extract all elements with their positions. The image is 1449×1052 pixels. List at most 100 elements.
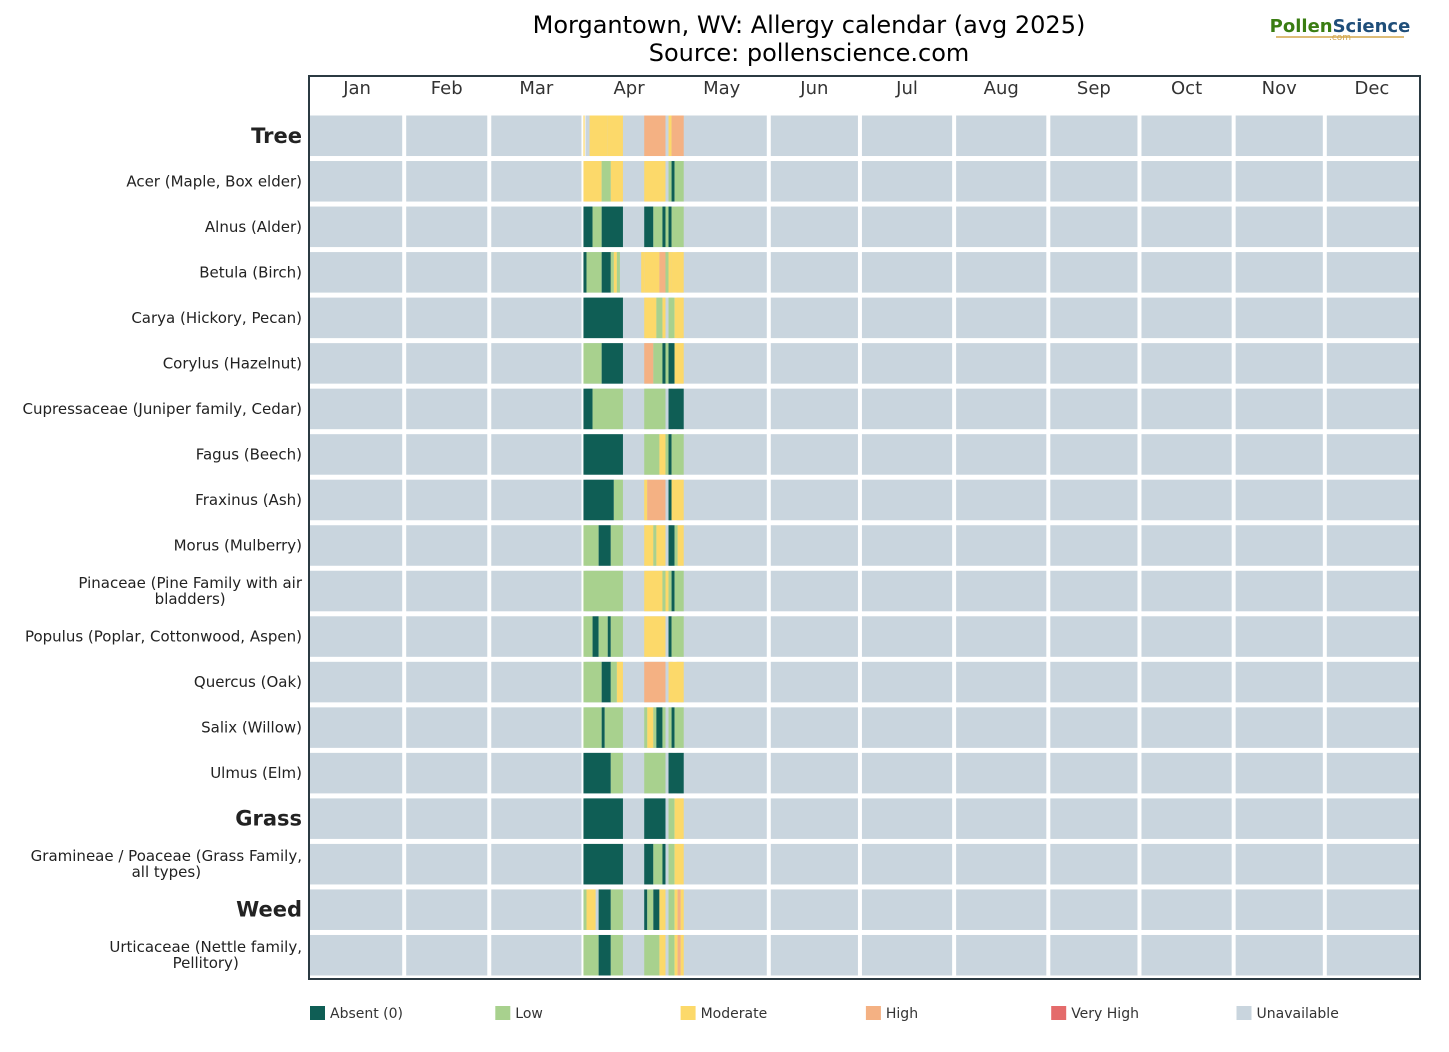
cell-tree-mar [491, 115, 582, 157]
cell-gramineae-poaceae-grass-family-all-types-feb [406, 843, 488, 885]
segment-fagus-beech-2 [659, 434, 666, 475]
row-label-cupressaceae-juniper-family-cedar: Cupressaceae (Juniper family, Cedar) [23, 400, 302, 418]
segment-gramineae-poaceae-grass-family-all-types-4 [668, 843, 675, 885]
segment-betula-birch-0 [583, 252, 587, 293]
cell-urticaceae-nettle-family-pellitory-nov [1235, 934, 1323, 976]
cell-fraxinus-ash-mar [491, 479, 582, 521]
segment-gramineae-poaceae-grass-family-all-types-2 [653, 843, 663, 885]
segment-betula-birch-3 [610, 252, 614, 293]
cell-tree-jan [310, 115, 403, 157]
segment-urticaceae-nettle-family-pellitory-9 [680, 934, 684, 976]
cell-acer-maple-box-elder-sep [1050, 161, 1138, 202]
cell-cupressaceae-juniper-family-cedar-feb [406, 388, 488, 430]
cell-populus-poplar-cottonwood-aspen-jul [861, 616, 953, 657]
cell-urticaceae-nettle-family-pellitory-oct [1141, 934, 1232, 976]
segment-salix-willow-3 [644, 707, 648, 748]
cell-carya-hickory-pecan-jun [770, 297, 858, 339]
row-label-ulmus-elm: Ulmus (Elm) [210, 764, 302, 782]
segment-grass-3 [674, 798, 684, 839]
cell-cupressaceae-juniper-family-cedar-dec [1326, 388, 1419, 430]
segment-betula-birch-1 [586, 252, 602, 293]
segment-quercus-oak-0 [583, 661, 602, 703]
segment-tree-4 [668, 115, 672, 157]
segment-cupressaceae-juniper-family-cedar-3 [668, 388, 684, 430]
cell-tree-may [676, 115, 767, 157]
segment-populus-poplar-cottonwood-aspen-7 [671, 616, 684, 657]
cell-ulmus-elm-oct [1141, 752, 1232, 794]
cell-morus-mulberry-jan [310, 525, 403, 566]
segment-fagus-beech-5 [671, 434, 684, 475]
segment-ulmus-elm-3 [668, 752, 684, 794]
cell-quercus-oak-feb [406, 661, 488, 703]
segment-corylus-hazelnut-6 [665, 343, 669, 384]
legend-swatch [495, 1006, 511, 1020]
cell-fraxinus-ash-oct [1141, 479, 1232, 521]
segment-tree-3 [644, 115, 666, 157]
segment-corylus-hazelnut-2 [601, 343, 623, 384]
cell-tree-feb [406, 115, 488, 157]
segment-gramineae-poaceae-grass-family-all-types-3 [662, 843, 666, 885]
group-label-tree: Tree [251, 124, 302, 148]
cell-fagus-beech-jan [310, 434, 403, 475]
month-label-nov: Nov [1262, 78, 1297, 99]
segment-urticaceae-nettle-family-pellitory-8 [677, 934, 681, 976]
row-label-fraxinus-ash: Fraxinus (Ash) [195, 491, 302, 509]
cell-weed-jun [770, 889, 858, 930]
cell-fraxinus-ash-jun [770, 479, 858, 521]
cell-populus-poplar-cottonwood-aspen-feb [406, 616, 488, 657]
cell-corylus-hazelnut-sep [1050, 343, 1138, 384]
cell-grass-dec [1326, 798, 1419, 839]
logo-sub: .com [1329, 33, 1351, 43]
cell-weed-nov [1235, 889, 1323, 930]
cell-carya-hickory-pecan-mar [491, 297, 582, 339]
group-label-grass: Grass [235, 807, 302, 831]
cell-quercus-oak-dec [1326, 661, 1419, 703]
cell-weed-dec [1326, 889, 1419, 930]
cell-betula-birch-sep [1050, 252, 1138, 293]
row-label-acer-maple-box-elder: Acer (Maple, Box elder) [126, 172, 302, 190]
segment-weed-3 [610, 889, 623, 930]
cell-acer-maple-box-elder-jan [310, 161, 403, 202]
cell-fagus-beech-oct [1141, 434, 1232, 475]
row-label-carya-hickory-pecan: Carya (Hickory, Pecan) [131, 309, 302, 327]
row-betula-birch [310, 252, 1419, 293]
segment-salix-willow-1 [601, 707, 605, 748]
segment-carya-hickory-pecan-5 [674, 297, 684, 339]
segment-morus-mulberry-0 [583, 525, 587, 566]
cell-urticaceae-nettle-family-pellitory-jun [770, 934, 858, 976]
segment-corylus-hazelnut-5 [662, 343, 666, 384]
row-tree [310, 115, 1419, 157]
segment-corylus-hazelnut-1 [586, 343, 602, 384]
cell-alnus-alder-may [676, 206, 767, 248]
cell-corylus-hazelnut-nov [1235, 343, 1323, 384]
cell-gramineae-poaceae-grass-family-all-types-may [676, 843, 767, 885]
cell-grass-feb [406, 798, 488, 839]
cell-salix-willow-oct [1141, 707, 1232, 748]
segment-alnus-alder-8 [671, 206, 684, 248]
legend-label: Absent (0) [330, 1006, 403, 1022]
segment-fagus-beech-4 [668, 434, 672, 475]
cell-urticaceae-nettle-family-pellitory-jul [861, 934, 953, 976]
cell-acer-maple-box-elder-nov [1235, 161, 1323, 202]
logo-part-pollen: Pollen [1270, 16, 1333, 37]
cell-populus-poplar-cottonwood-aspen-dec [1326, 616, 1419, 657]
cell-ulmus-elm-may [676, 752, 767, 794]
row-morus-mulberry [310, 525, 1419, 566]
cell-betula-birch-may [676, 252, 767, 293]
segment-betula-birch-11 [671, 252, 684, 293]
segment-fraxinus-ash-1 [613, 479, 623, 521]
segment-carya-hickory-pecan-0 [583, 297, 623, 339]
cell-fagus-beech-sep [1050, 434, 1138, 475]
segment-fagus-beech-1 [644, 434, 660, 475]
cell-cupressaceae-juniper-family-cedar-jul [861, 388, 953, 430]
cell-salix-willow-aug [956, 707, 1047, 748]
row-cupressaceae-juniper-family-cedar [310, 388, 1419, 430]
cell-fraxinus-ash-jul [861, 479, 953, 521]
segment-pinaceae-pine-family-with-air-bladders-0 [583, 570, 623, 612]
segment-acer-maple-box-elder-1 [601, 161, 611, 202]
segment-urticaceae-nettle-family-pellitory-4 [644, 934, 660, 976]
legend-label: Low [515, 1006, 543, 1022]
cell-pinaceae-pine-family-with-air-bladders-aug [956, 570, 1047, 612]
cell-salix-willow-sep [1050, 707, 1138, 748]
segment-urticaceae-nettle-family-pellitory-2 [598, 934, 611, 976]
